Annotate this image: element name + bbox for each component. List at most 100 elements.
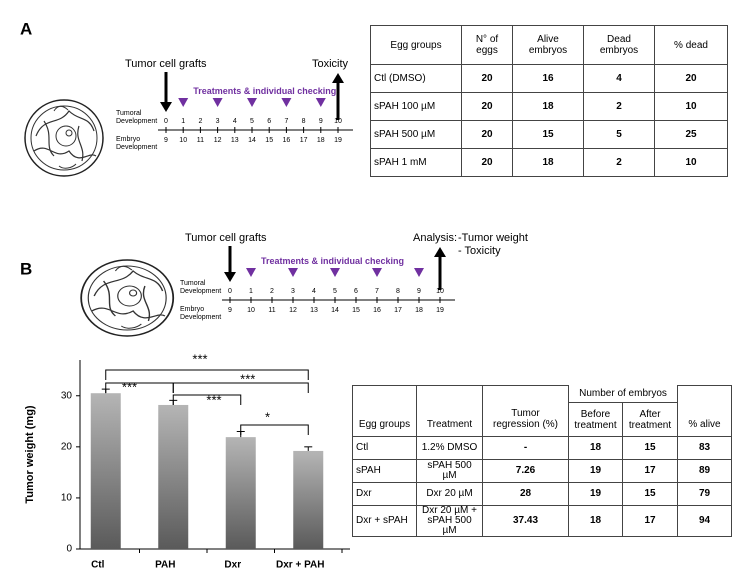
- header-row: Egg groups N° of eggs Alive embryos Dead em…: [370, 25, 728, 65]
- embryo-day: 18: [317, 137, 325, 144]
- y-tick-label: 20: [61, 441, 73, 452]
- timeline-label: Tumor cell grafts: [185, 232, 267, 244]
- treatments-label: Treatments & individual checking: [261, 256, 405, 266]
- dev-label: Tumoral Development: [116, 110, 158, 125]
- table-cell: 17: [622, 505, 678, 538]
- table-row: Ctl (DMSO) 20 16 4 20: [370, 64, 728, 93]
- header-cell: % dead: [654, 25, 728, 65]
- y-tick-label: 0: [66, 544, 72, 555]
- panel-label: B: [20, 259, 32, 278]
- table-cell: 89: [677, 459, 732, 484]
- embryo-day: 14: [331, 307, 339, 314]
- egg-illustration: [24, 99, 104, 177]
- egg-illustration: [80, 259, 175, 337]
- arrow-head: [434, 247, 446, 257]
- table-cell: sPAH 500 µM: [416, 459, 483, 484]
- table-b: Egg groups Treatment Tumor regression (%) N…: [352, 384, 732, 538]
- group-header: Number of embryos: [579, 388, 667, 400]
- table-row: sPAH sPAH 500 µM 7.26 19 17 89: [352, 459, 732, 484]
- panel-label: A: [20, 19, 32, 38]
- tumoral-day: 4: [233, 118, 237, 125]
- embryo-day: 11: [268, 307, 275, 314]
- treatment-marker: [330, 268, 340, 277]
- embryo-day: 19: [436, 307, 444, 314]
- tumoral-day: 9: [417, 288, 421, 295]
- significance-label: ***: [240, 371, 255, 386]
- table-row: sPAH 500 µM 20 15 5 25: [370, 120, 728, 149]
- tumoral-day: 1: [181, 118, 185, 125]
- treatment-marker: [247, 98, 257, 107]
- embryo-day: 14: [248, 137, 256, 144]
- table-row: Dxr Dxr 20 µM 28 19 15 79: [352, 482, 732, 507]
- embryo-day: 11: [197, 137, 204, 144]
- table-cell: 15: [622, 436, 678, 461]
- table-cell: 15: [512, 120, 584, 149]
- table-cell: 5: [583, 120, 655, 149]
- treatments-label: Treatments & individual checking: [193, 86, 337, 96]
- tumoral-day: 5: [333, 288, 337, 295]
- tumoral-day: 7: [375, 288, 379, 295]
- arrow-head: [332, 73, 344, 83]
- table-a: Egg groups N° of eggs Alive embryos Dead em…: [370, 25, 728, 177]
- arrow-head: [224, 272, 236, 282]
- bar: [293, 450, 324, 549]
- embryo-day: 10: [179, 137, 187, 144]
- header-cell: After treatment: [622, 402, 678, 438]
- tumoral-day: 8: [302, 118, 306, 125]
- significance-label: ***: [206, 392, 221, 407]
- treatment-marker: [372, 268, 382, 277]
- table-cell: Dxr 20 µM + sPAH 500 µM: [416, 505, 483, 538]
- embryo-day: 13: [231, 137, 239, 144]
- significance-bracket: [172, 394, 242, 405]
- treatment-marker: [246, 268, 256, 277]
- table-cell: 20: [461, 92, 513, 121]
- significance-bracket: [172, 382, 309, 393]
- x-tick-label: Dxr: [224, 560, 241, 571]
- table-cell: 18: [512, 92, 584, 121]
- tumoral-day: 10: [436, 288, 444, 295]
- significance-bracket: [240, 424, 309, 435]
- treatment-marker: [315, 98, 326, 107]
- header-cell: Tumor regression (%): [482, 384, 569, 438]
- significance-bracket: [105, 382, 174, 393]
- table-cell: 4: [583, 64, 655, 93]
- treatment-marker: [281, 98, 292, 107]
- table-cell: sPAH 1 mM: [370, 148, 462, 177]
- y-tick-label: 10: [61, 493, 73, 504]
- tumoral-day: 3: [291, 288, 295, 295]
- table-row: sPAH 100 µM 20 18 2 10: [370, 92, 728, 121]
- tumoral-day: 3: [216, 118, 220, 125]
- tumoral-day: 7: [284, 118, 288, 125]
- table-cell: 19: [568, 482, 623, 507]
- table-cell: 19: [568, 459, 623, 484]
- embryo-day: 9: [164, 137, 168, 144]
- table-row: Ctl 1.2% DMSO -18 15 83: [352, 436, 732, 461]
- table-cell: 18: [512, 148, 584, 177]
- table-cell: 37.43: [482, 505, 569, 538]
- timeline-label: - Toxicity: [458, 245, 501, 257]
- tumoral-day: 0: [164, 118, 168, 125]
- table-cell: Dxr: [352, 482, 417, 507]
- header-cell: Dead embryos: [583, 25, 655, 65]
- table-cell: 1.2% DMSO: [416, 436, 483, 461]
- header-cell: Egg groups: [370, 25, 462, 65]
- significance-bracket: [105, 369, 309, 380]
- table-cell: 20: [461, 148, 513, 177]
- embryo-day: 16: [283, 137, 291, 144]
- table-cell: 15: [622, 482, 678, 507]
- table-cell: sPAH: [352, 459, 417, 484]
- table-cell: 25: [654, 120, 728, 149]
- header-row: Before treatment After treatment: [353, 402, 732, 438]
- timeline-label: Tumor cell grafts: [125, 58, 207, 70]
- table-cell: 17: [622, 459, 678, 484]
- tumoral-day: 1: [249, 288, 253, 295]
- tumoral-day: 8: [396, 288, 400, 295]
- table-cell: 2: [583, 92, 655, 121]
- tumoral-day: 6: [354, 288, 358, 295]
- timeline-label: -Tumor weight: [458, 232, 528, 244]
- x-tick-label: PAH: [155, 560, 175, 571]
- table-cell: Ctl (DMSO): [370, 64, 462, 93]
- header-cell: Alive embryos: [512, 25, 584, 65]
- tumoral-day: 4: [312, 288, 316, 295]
